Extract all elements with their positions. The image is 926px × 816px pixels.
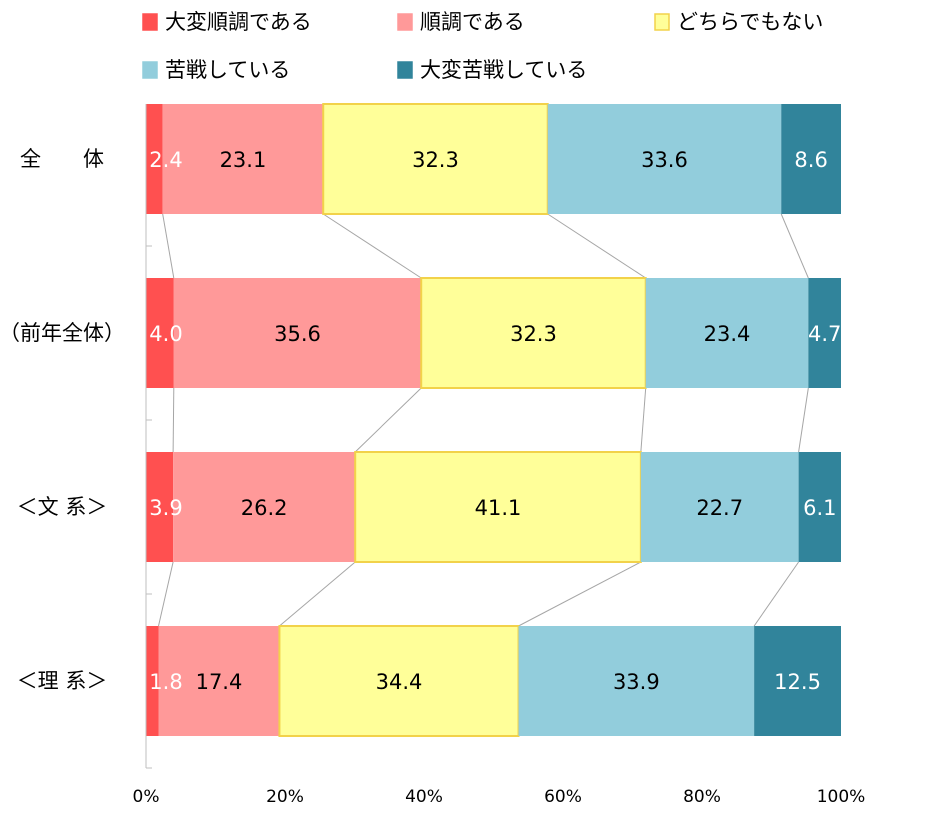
series-line [753,561,800,627]
legend-label-1: 大変順調である [165,10,312,34]
bar-segment [146,278,174,388]
data-label: 32.3 [412,148,459,172]
bar-segment [162,104,324,214]
data-label: 33.6 [641,148,688,172]
series-line [354,387,422,453]
data-label: 2.4 [149,148,182,172]
data-label: 22.7 [696,496,743,520]
data-label: 8.6 [794,148,827,172]
data-label: 3.9 [149,496,182,520]
series-line [158,561,174,627]
bars: 2.4 23.1 32.3 33.6 8.6 4.0 35.6 32.3 23.4 4.7 3.9 2… [146,103,841,737]
series-line [162,213,175,279]
bar-segment [640,452,799,562]
data-label: 26.2 [241,496,288,520]
bar-segment [173,278,422,388]
bar-segment [146,104,163,214]
data-label: 32.3 [510,322,557,346]
category-labels: 全 体 （前年全体） ＜文 系＞ ＜理 系＞ [0,147,125,693]
data-label: 34.4 [376,670,423,694]
legend-swatch-5 [397,61,413,79]
series-line [518,561,642,627]
legend-swatch-3 [654,13,670,31]
legend-label-3: どちらでもない [677,10,823,34]
x-tick-label: 40% [405,787,443,807]
x-tick-label: 60% [544,787,582,807]
bar-segment [645,278,809,388]
legend-label-5: 大変苦戦している [420,58,587,82]
data-label: 35.6 [274,322,321,346]
bar-segment [808,278,841,388]
data-label: 23.1 [220,148,267,172]
data-label: 1.8 [149,670,182,694]
series-connector-lines [158,213,809,627]
bar-segment [781,104,841,214]
series-line [322,213,422,279]
category-label: ＜理 系＞ [17,669,108,693]
bar-segment [547,104,782,214]
data-label: 33.9 [613,670,660,694]
bar-segment [354,451,642,563]
legend-swatch-4 [142,61,158,79]
data-label: 41.1 [475,496,522,520]
axes: 0% 20% 40% 60% 80% 100% [133,104,866,807]
bar-segment [278,625,520,737]
series-line [279,561,356,627]
x-tick-label: 0% [133,787,160,807]
series-line [172,387,175,453]
legend-swatch-1 [142,13,158,31]
x-tick-label: 20% [266,787,304,807]
legend-label-2: 順調である [420,10,525,34]
x-tick-label: 80% [683,787,721,807]
data-label: 12.5 [774,670,821,694]
data-label: 23.4 [704,322,751,346]
data-label: 17.4 [196,670,243,694]
bar-segment [173,452,356,562]
data-label: 4.0 [149,322,182,346]
series-line [798,387,809,453]
bar-segment [146,452,174,562]
series-line [640,387,647,453]
category-label: 全 体 [20,147,104,171]
legend-swatch-2 [397,13,413,31]
bar-segment [518,626,755,736]
series-line [547,213,646,279]
data-label: 6.1 [803,496,836,520]
category-label: ＜文 系＞ [17,495,108,519]
bar-segment [322,103,549,215]
category-label: （前年全体） [0,321,125,345]
data-label: 4.7 [808,322,841,346]
series-line [780,213,809,279]
bar-segment [146,626,159,736]
bar-segment [158,626,280,736]
bar-segment [798,452,841,562]
bar-segment [754,626,841,736]
legend-label-4: 苦戦している [165,58,290,82]
x-tick-label: 100% [817,787,866,807]
